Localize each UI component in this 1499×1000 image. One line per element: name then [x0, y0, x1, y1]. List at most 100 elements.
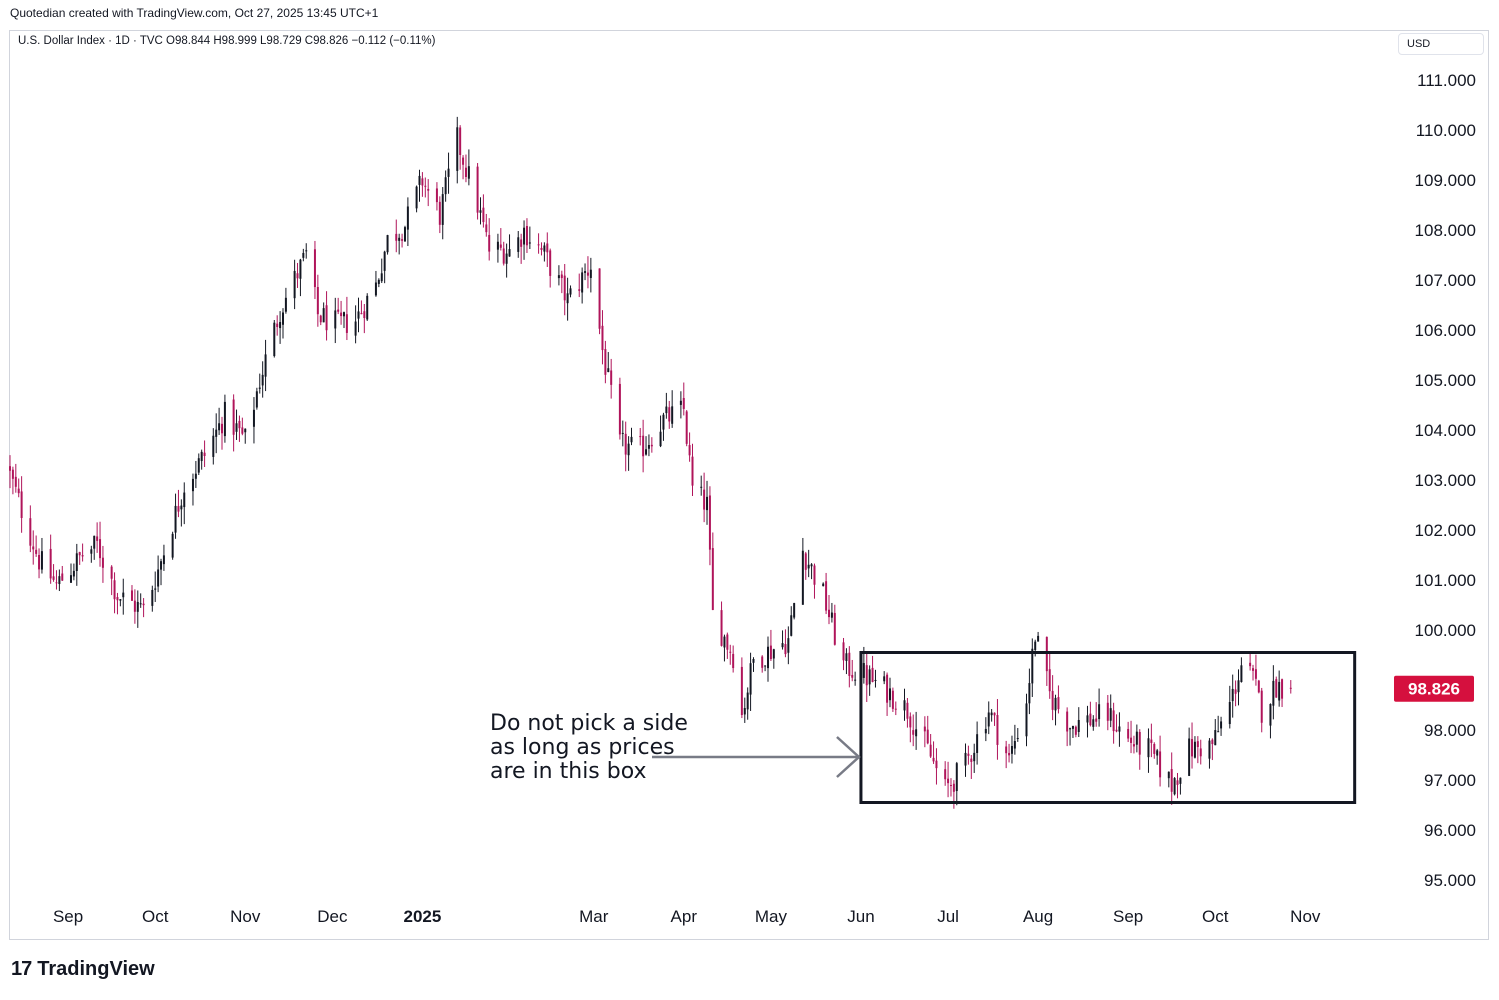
candle-body	[1193, 741, 1196, 758]
candle-body	[496, 241, 499, 250]
x-tick-label: Apr	[671, 907, 698, 926]
candle-body	[990, 712, 993, 716]
candle-body	[325, 305, 328, 331]
candle-body	[624, 433, 627, 455]
candle-body	[1272, 680, 1275, 706]
candle-body	[1051, 690, 1054, 710]
candle-body	[793, 603, 796, 618]
candle-body	[883, 676, 886, 682]
candle-body	[1066, 711, 1069, 732]
candle-body	[1249, 662, 1252, 667]
candle-body	[139, 603, 142, 605]
candle-body	[691, 456, 694, 486]
candle-body	[740, 666, 743, 715]
candle-body	[679, 400, 682, 405]
candle-body	[183, 492, 186, 508]
candle-body	[949, 785, 952, 787]
candle-body	[505, 253, 508, 264]
y-tick-label: 108.000	[1415, 221, 1476, 240]
tradingview-logo[interactable]: 17 TradingView	[11, 958, 155, 981]
candle-body	[1005, 746, 1008, 754]
candle-body	[72, 570, 75, 577]
candle-body	[560, 274, 563, 279]
candle-body	[1132, 744, 1135, 747]
candle-body	[1150, 739, 1153, 743]
y-tick-label: 106.000	[1415, 321, 1476, 340]
candle-body	[499, 244, 502, 248]
candle-body	[610, 370, 613, 385]
candle-body	[174, 505, 177, 533]
candle-body	[584, 271, 587, 273]
candle-body	[955, 763, 958, 792]
candle-body	[604, 349, 607, 375]
candle-body	[528, 242, 531, 244]
candle-body	[854, 679, 857, 681]
candle-body	[316, 287, 319, 315]
candle-body	[825, 581, 828, 611]
annotation-text: Do not pick a side	[490, 711, 688, 736]
candle-body	[1260, 690, 1263, 723]
y-tick-label: 104.000	[1415, 421, 1476, 440]
candle-body	[1252, 668, 1255, 671]
x-tick-label: Oct	[1202, 907, 1229, 926]
candle-body	[1077, 719, 1080, 733]
candle-body	[191, 478, 194, 492]
candle-body	[862, 663, 865, 678]
candle-body	[1191, 739, 1194, 757]
candle-body	[162, 555, 165, 565]
candle-body	[218, 423, 221, 431]
candle-body	[1257, 680, 1260, 693]
candle-body	[255, 391, 258, 408]
candle-body	[20, 491, 23, 519]
candle-body	[1028, 683, 1031, 704]
candle-body	[293, 270, 296, 299]
candle-body	[993, 712, 996, 716]
candle-body	[801, 550, 804, 605]
y-tick-label: 95.000	[1424, 871, 1476, 890]
range-box[interactable]	[859, 651, 1357, 804]
candle-body	[569, 288, 572, 295]
candle-body	[296, 273, 299, 279]
candle-body	[790, 615, 793, 636]
candle-body	[122, 592, 125, 598]
candle-body	[769, 645, 772, 660]
candle-body	[9, 466, 11, 471]
candle-body	[1199, 748, 1202, 757]
candle-body	[363, 311, 366, 319]
candle-body	[377, 279, 380, 284]
candle-body	[424, 185, 427, 187]
candle-body	[203, 452, 206, 457]
x-tick-label: May	[755, 907, 788, 926]
candle-body	[334, 310, 337, 329]
candle-body	[871, 667, 874, 682]
y-tick-label: 100.000	[1415, 621, 1476, 640]
candle-body	[441, 194, 444, 225]
candle-body	[630, 436, 633, 443]
candle-body	[380, 273, 383, 282]
candle-body	[868, 669, 871, 685]
candle-body	[833, 612, 836, 645]
symbol-legend[interactable]: U.S. Dollar Index · 1D · TVC O98.844 H98…	[18, 35, 436, 47]
annotation-text: as long as prices	[490, 735, 675, 760]
candle-body	[360, 313, 363, 315]
candle-body	[482, 207, 485, 223]
candle-body	[909, 716, 912, 728]
candle-body	[1092, 719, 1095, 727]
candle-body	[923, 726, 926, 732]
candle-body	[508, 249, 511, 257]
candle-body	[520, 239, 523, 247]
candle-body	[61, 573, 64, 581]
candle-body	[374, 282, 377, 296]
candle-body	[151, 589, 154, 606]
y-tick-label: 102.000	[1415, 521, 1476, 540]
candle-body	[1008, 752, 1011, 756]
candle-body	[177, 506, 180, 512]
currency-selector[interactable]: USD	[1398, 33, 1484, 55]
candle-body	[662, 414, 665, 430]
candle-body	[264, 354, 267, 377]
candle-body	[810, 564, 813, 567]
candle-body	[1135, 731, 1138, 745]
candle-body	[464, 167, 467, 177]
candle-body	[113, 580, 116, 600]
